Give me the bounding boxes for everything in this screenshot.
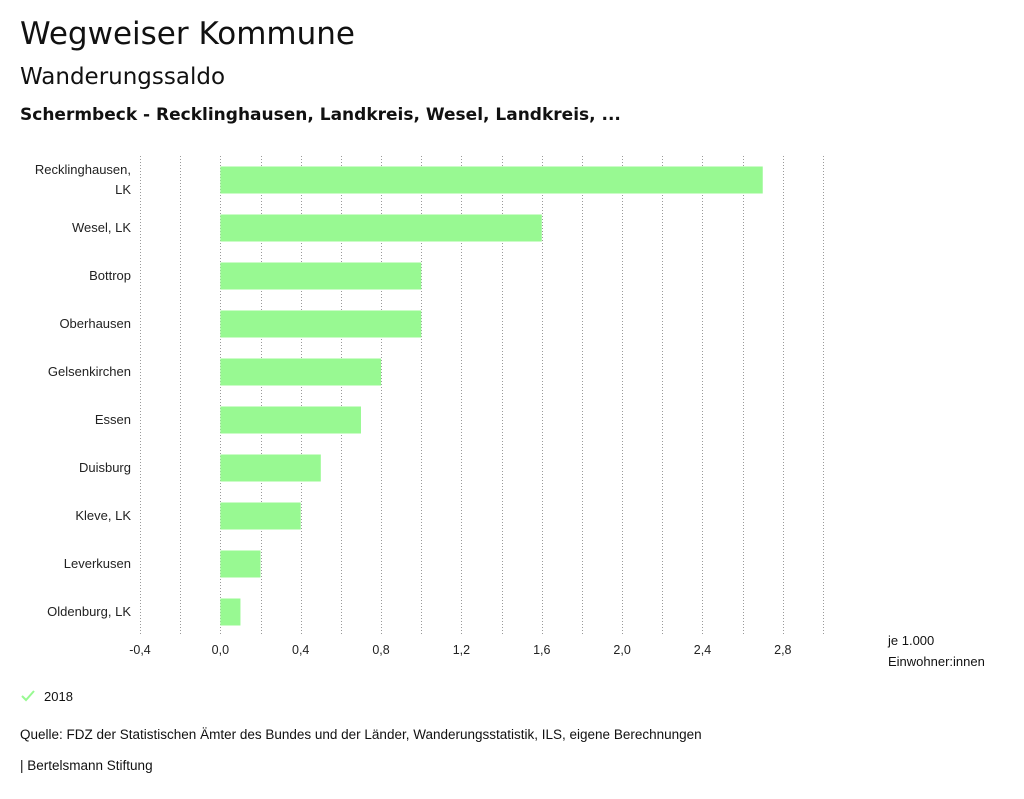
x-tick-label: 2,8 (774, 643, 791, 657)
bar-oldenburg-lk[interactable] (220, 598, 241, 626)
bar-oberhausen[interactable] (220, 310, 422, 338)
x-tick-label: -0,4 (129, 643, 151, 657)
page-title: Wegweiser Kommune (20, 16, 355, 52)
bar-chart: Recklinghausen, LK Wesel, LK Bottrop Oberhau… (35, 156, 824, 657)
x-tick-label: 2,0 (613, 643, 630, 657)
source-text: Quelle: FDZ der Statistischen Ämter des … (20, 727, 702, 742)
x-tick-label: 0,0 (212, 643, 229, 657)
unit-label-line-1: je 1.000 (888, 633, 935, 648)
legend-label: 2018 (44, 688, 73, 704)
category-label: Essen (95, 412, 131, 427)
x-tick-label: 1,2 (453, 643, 470, 657)
bar-leverkusen[interactable] (220, 550, 261, 578)
bars (220, 166, 763, 626)
legend[interactable]: 2018 (20, 688, 73, 704)
chart-subtitle: Wanderungssaldo (20, 64, 226, 90)
bar-duisburg[interactable] (220, 454, 321, 482)
category-label: Oberhausen (59, 316, 131, 331)
x-tick-label: 0,4 (292, 643, 309, 657)
bar-gelsenkirchen[interactable] (220, 358, 382, 386)
check-icon[interactable] (20, 688, 36, 704)
category-label: Oldenburg, LK (47, 604, 131, 619)
brand-text: | Bertelsmann Stiftung (20, 758, 153, 773)
bar-essen[interactable] (220, 406, 361, 434)
bar-recklinghausen-lk[interactable] (220, 166, 763, 194)
category-label: Wesel, LK (72, 220, 131, 235)
x-tick-label: 1,6 (533, 643, 550, 657)
category-label: Recklinghausen, LK (35, 162, 131, 197)
bar-wesel-lk[interactable] (220, 214, 542, 242)
unit-label-line-2: Einwohner:innen (888, 654, 985, 669)
category-label: Leverkusen (64, 556, 131, 571)
x-tick-label: 0,8 (372, 643, 389, 657)
unit-label: je 1.000 Einwohner:innen (888, 630, 985, 672)
bar-bottrop[interactable] (220, 262, 422, 290)
x-tick-label: 2,4 (694, 643, 711, 657)
category-label: Bottrop (89, 268, 131, 283)
category-label: Gelsenkirchen (48, 364, 131, 379)
category-label: Kleve, LK (75, 508, 131, 523)
x-tick-labels: -0,4 0,0 0,4 0,8 1,2 1,6 2,0 2,4 2,8 (129, 643, 791, 657)
region-label: Schermbeck - Recklinghausen, Landkreis, … (20, 105, 621, 125)
category-label: Duisburg (79, 460, 131, 475)
bar-kleve-lk[interactable] (220, 502, 301, 530)
category-labels: Recklinghausen, LK Wesel, LK Bottrop Oberhau… (35, 162, 131, 619)
grid-lines (140, 156, 824, 636)
